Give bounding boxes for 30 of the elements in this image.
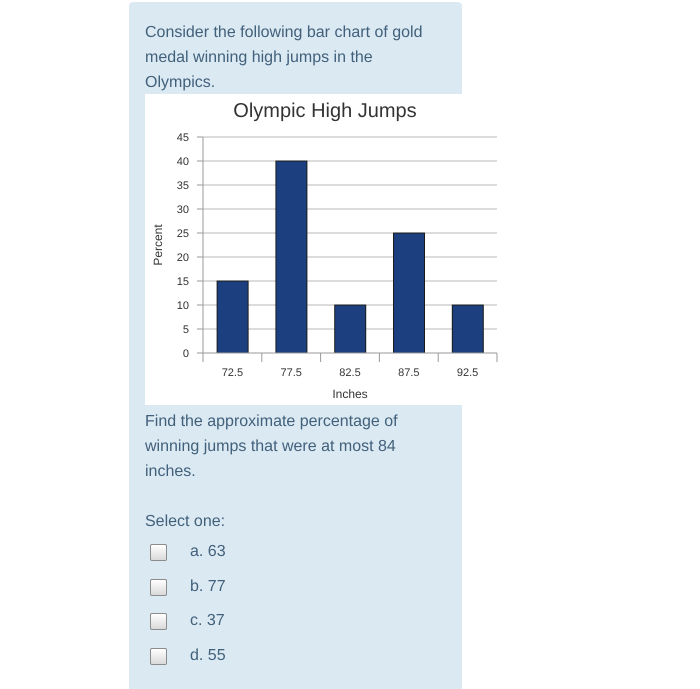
bar [275, 160, 308, 353]
y-tick-label: 5 [182, 324, 189, 336]
x-tick-label: 82.5 [339, 366, 361, 379]
y-tick-label: 0 [182, 348, 189, 360]
text: Find the approximate percentage of winning jumps that were at most 84 inches. [145, 412, 399, 482]
x-tick-label: 92.5 [456, 366, 478, 379]
bar [452, 304, 484, 353]
y-tick-label: 25 [176, 228, 189, 240]
y-tick-label: 35 [176, 180, 189, 192]
text: Consider the following bar chart of gold medal winning high jumps in the Olympics. [145, 23, 424, 93]
y-tick-label: 30 [176, 204, 189, 216]
bar [393, 232, 426, 353]
text: a. 63 [190, 542, 226, 562]
chart-title: Olympic High Jumps [232, 100, 418, 123]
bar [334, 304, 366, 353]
text: Select one: [145, 512, 226, 532]
text: b. 77 [190, 576, 226, 597]
text: d. 55 [190, 646, 226, 666]
y-tick-label: 15 [176, 276, 189, 288]
y-tick-label: 10 [176, 300, 189, 312]
x-tick-label: 87.5 [398, 366, 420, 379]
x-tick-label: 77.5 [280, 366, 302, 379]
y-tick-label: 40 [176, 156, 189, 168]
y-tick-label: 20 [176, 252, 189, 264]
y-tick-label: 45 [176, 132, 189, 144]
x-axis-title: Inches [332, 387, 368, 401]
bar [216, 280, 249, 353]
x-tick-label: 72.5 [222, 366, 244, 379]
text: c. 37 [190, 611, 225, 632]
y-axis-title: Percent [151, 224, 165, 266]
